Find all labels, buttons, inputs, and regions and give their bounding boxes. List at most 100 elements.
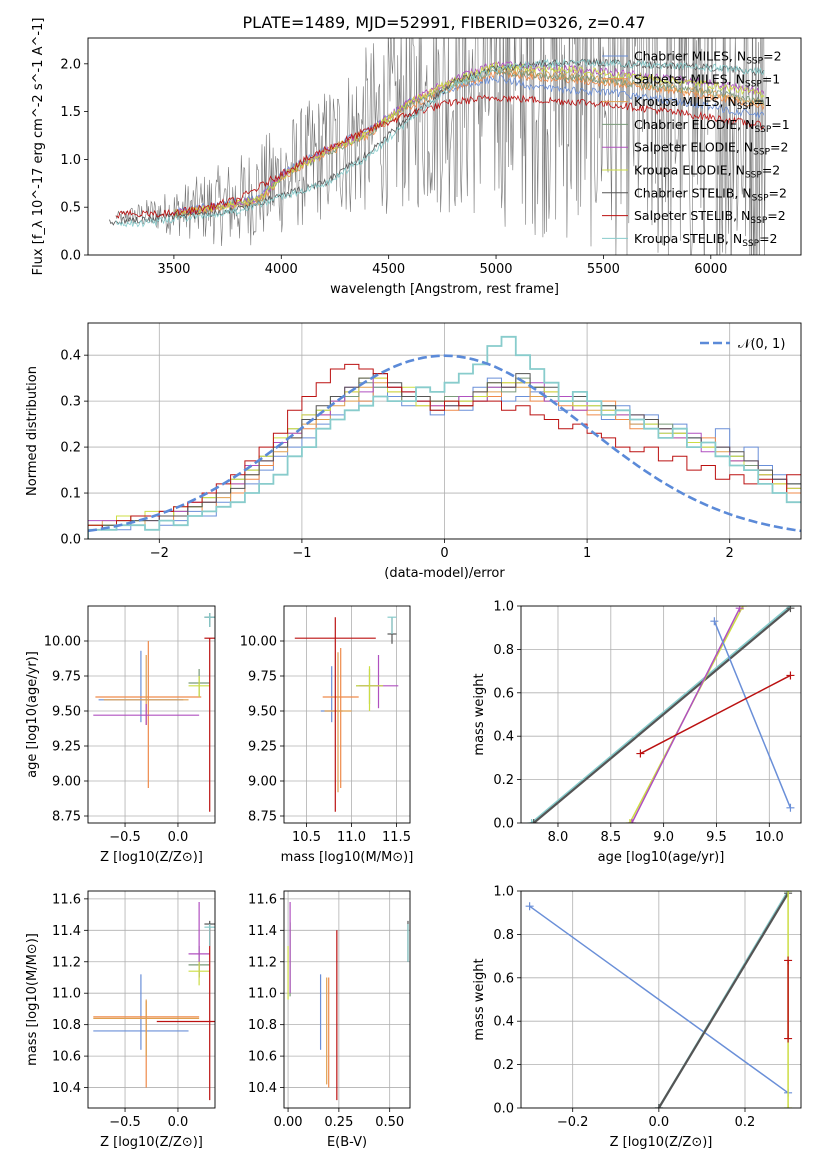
mass-weight-line — [631, 607, 741, 823]
legend-value: =1 — [762, 71, 780, 86]
model-line — [173, 60, 765, 218]
y-tick-label: 0.2 — [493, 1058, 514, 1073]
legend-value: =2 — [762, 163, 780, 178]
y-axis-label: mass weight — [472, 673, 487, 755]
histogram-step — [88, 335, 801, 539]
y-tick-label: 9.75 — [248, 670, 277, 685]
y-tick-label: 9.50 — [248, 705, 277, 720]
panel-massweight-vs-Z: −0.2 0.0 0.2 0.0 0.2 0.4 0.6 0.8 1.0 Z [log10(Z/Z… — [472, 885, 802, 1150]
y-tick-label: 0.6 — [493, 686, 514, 701]
mass-weight-line — [529, 905, 789, 1094]
axes-frame — [520, 890, 802, 1109]
legend-sub: SSP — [754, 125, 771, 135]
y-tick-label: 0.4 — [60, 349, 81, 364]
plus-marker — [784, 1034, 793, 1043]
plus-marker — [636, 749, 645, 758]
plus-marker — [625, 819, 634, 823]
axes-frame — [87, 322, 802, 540]
x-tick-label: 0.25 — [324, 1115, 353, 1130]
mass-weight-line — [530, 606, 792, 823]
x-tick-label: 11.5 — [382, 830, 411, 845]
y-tick-label: 10.00 — [240, 635, 277, 650]
y-tick-label: 0.2 — [493, 773, 514, 788]
plus-marker — [735, 606, 744, 613]
y-axis-label: Flux [f_λ 10^-17 erg cm^-2 s^-1 A^-1] — [31, 18, 46, 276]
mass-weight-line — [713, 620, 792, 809]
axes-frame — [87, 605, 216, 824]
y-tick-label: 0.2 — [60, 441, 81, 456]
plot-area — [88, 891, 215, 1108]
x-tick-label: 10.0 — [755, 830, 784, 845]
plus-marker — [525, 902, 534, 911]
y-tick-label: 11.2 — [248, 955, 277, 970]
y-tick-label: 10.4 — [248, 1081, 277, 1096]
x-tick-label: 0.50 — [375, 1115, 404, 1130]
panel-spectrum: 3500 4000 4500 5000 5500 6000 0.0 0.5 1.0 1.5 2.0 w… — [31, 18, 802, 297]
plus-marker — [627, 819, 636, 823]
x-axis-label: Z [log10(Z/Z⊙)] — [610, 1135, 713, 1150]
y-tick-label: 10.4 — [52, 1081, 81, 1096]
legend-label: Salpeter STELIB, NSSP=2 — [634, 208, 786, 226]
y-tick-label: 11.4 — [52, 924, 81, 939]
x-tick-label: 3500 — [157, 262, 190, 277]
plot-area — [88, 323, 801, 539]
y-tick-label: 11.6 — [248, 892, 277, 907]
x-tick-label: 0.0 — [168, 830, 189, 845]
plus-marker — [786, 606, 795, 613]
legend-value: =2 — [767, 208, 785, 223]
y-tick-label: 9.75 — [52, 670, 81, 685]
legend-value: =2 — [769, 185, 787, 200]
x-tick-label: 0.00 — [274, 1115, 303, 1130]
y-tick-label: 11.6 — [52, 892, 81, 907]
x-tick-label: 0.2 — [735, 1115, 756, 1130]
legend-sub: SSP — [745, 171, 762, 181]
y-axis-label: Normed distribution — [25, 366, 40, 496]
y-tick-label: 9.50 — [52, 705, 81, 720]
panels: 3500 4000 4500 5000 5500 6000 0.0 0.5 1.0 1.5 2.0 w… — [25, 18, 802, 1150]
x-axis-label: E(B-V) — [327, 1135, 367, 1150]
legend-sub: SSP — [737, 102, 754, 112]
x-axis-label: Z [log10(Z/Z⊙)] — [100, 850, 203, 865]
legend-label: 𝒩(0, 1) — [738, 337, 785, 352]
y-tick-label: 0.0 — [493, 817, 514, 832]
model-line — [115, 58, 765, 228]
y-tick-label: 2.0 — [60, 57, 81, 72]
y-tick-label: 11.0 — [248, 987, 277, 1002]
plus-marker — [710, 617, 719, 626]
x-axis-label: wavelength [Angstrom, rest frame] — [330, 282, 559, 297]
model-line — [173, 61, 765, 218]
y-tick-label: 10.8 — [248, 1018, 277, 1033]
x-tick-label: 0 — [440, 546, 448, 561]
plus-marker — [786, 671, 795, 680]
x-axis-label: (data-model)/error — [384, 566, 505, 581]
x-axis-label: Z [log10(Z/Z⊙)] — [100, 1135, 203, 1150]
x-tick-label: 8.0 — [548, 830, 569, 845]
plot-area — [521, 606, 801, 823]
y-tick-label: 11.4 — [248, 924, 277, 939]
x-tick-label: 9.0 — [653, 830, 674, 845]
x-tick-label: 2 — [726, 546, 734, 561]
legend-label: Chabrier ELODIE, NSSP=1 — [634, 117, 790, 135]
legend-label: Salpeter MILES, NSSP=1 — [634, 71, 780, 89]
legend-label: Chabrier STELIB, NSSP=2 — [634, 185, 787, 203]
panel-mass-vs-Z: −0.5 0.0 10.4 10.6 10.8 11.0 11.2 11.4 11.6 Z [lo… — [25, 890, 216, 1150]
x-tick-label: 9.5 — [706, 830, 727, 845]
legend-value: =1 — [754, 94, 772, 109]
y-tick-label: 9.00 — [52, 775, 81, 790]
legend-sub: SSP — [745, 79, 762, 89]
legend-sub: SSP — [752, 193, 769, 203]
model-line — [109, 57, 765, 226]
y-tick-label: 11.2 — [52, 955, 81, 970]
y-tick-label: 9.00 — [248, 775, 277, 790]
x-tick-label: 4500 — [372, 262, 405, 277]
legend-sub: SSP — [750, 216, 767, 226]
y-tick-label: 11.0 — [52, 987, 81, 1002]
x-tick-label: −0.5 — [109, 1115, 141, 1130]
x-tick-label: 5000 — [479, 262, 512, 277]
legend-value: =2 — [763, 49, 781, 64]
y-tick-label: 0.8 — [493, 643, 514, 658]
plus-marker — [786, 803, 795, 812]
y-tick-label: 0.1 — [60, 487, 81, 502]
mass-weight-line — [640, 674, 791, 755]
x-axis-label: age [log10(age/yr)] — [598, 850, 725, 865]
